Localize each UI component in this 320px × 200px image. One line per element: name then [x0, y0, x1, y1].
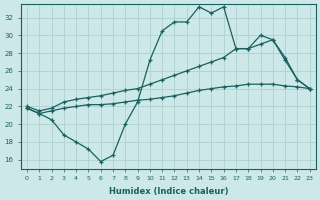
X-axis label: Humidex (Indice chaleur): Humidex (Indice chaleur) — [108, 187, 228, 196]
